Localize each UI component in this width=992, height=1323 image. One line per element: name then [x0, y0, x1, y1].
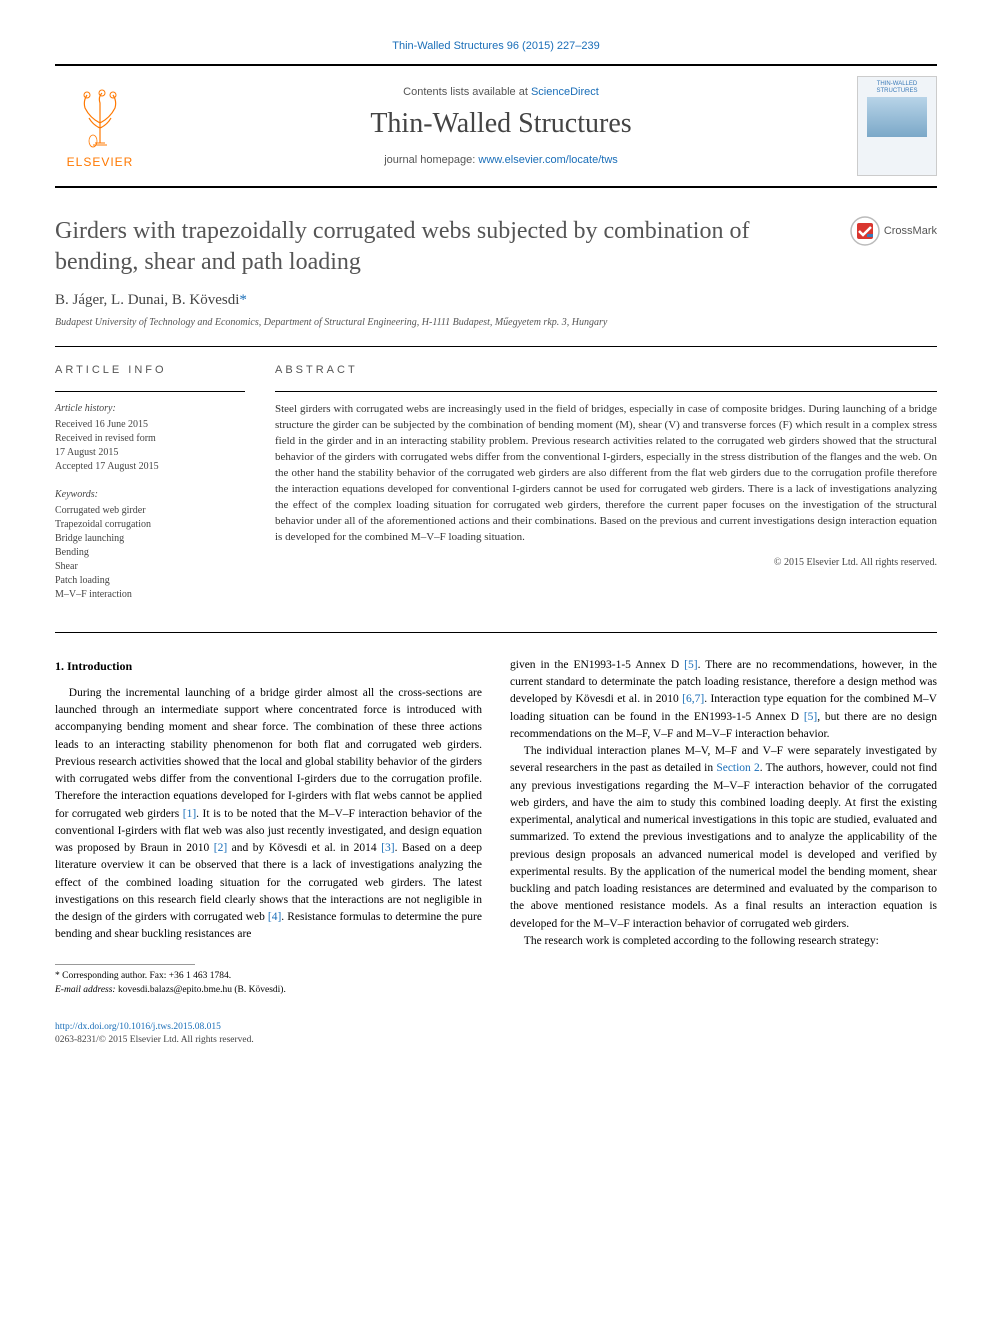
abstract-heading: ABSTRACT [275, 363, 937, 379]
issn-line: 0263-8231/© 2015 Elsevier Ltd. All right… [55, 1034, 482, 1047]
elsevier-logo: ELSEVIER [55, 76, 145, 176]
intro-paragraph-2: The individual interaction planes M–V, M… [510, 743, 937, 933]
keyword: Bending [55, 546, 245, 560]
body-columns: 1. Introduction During the incremental l… [55, 657, 937, 1048]
cite-1[interactable]: [1] [183, 808, 196, 820]
title-row: Girders with trapezoidally corrugated we… [55, 216, 937, 278]
abstract-text: Steel girders with corrugated webs are i… [275, 402, 937, 545]
affiliation: Budapest University of Technology and Ec… [55, 317, 937, 328]
cover-image [867, 97, 927, 137]
section-2-link[interactable]: Section 2 [716, 762, 759, 774]
intro-paragraph-1: During the incremental launching of a br… [55, 685, 482, 944]
right-column: given in the EN1993-1-5 Annex D [5]. The… [510, 657, 937, 1048]
journal-header: ELSEVIER Contents lists available at Sci… [55, 64, 937, 188]
cite-5b[interactable]: [5] [804, 711, 817, 723]
keywords-block: Keywords: Corrugated web girder Trapezoi… [55, 488, 245, 602]
crossmark-icon [850, 216, 880, 246]
homepage-prefix: journal homepage: [384, 154, 478, 166]
info-abstract-row: ARTICLE INFO Article history: Received 1… [55, 347, 937, 631]
cite-5[interactable]: [5] [684, 659, 697, 671]
homepage-link[interactable]: www.elsevier.com/locate/tws [478, 154, 617, 166]
elsevier-tree-icon [65, 83, 135, 153]
author-note: * Corresponding author. Fax: +36 1 463 1… [55, 969, 482, 998]
citation-header: Thin-Walled Structures 96 (2015) 227–239 [55, 40, 937, 52]
contents-line: Contents lists available at ScienceDirec… [145, 86, 857, 98]
section-1-heading: 1. Introduction [55, 657, 482, 675]
cite-3[interactable]: [3] [381, 842, 394, 854]
journal-cover: THIN-WALLED STRUCTURES [857, 76, 937, 176]
received-date: Received 16 June 2015 [55, 418, 245, 432]
corresponding-author-note: * Corresponding author. Fax: +36 1 463 1… [55, 969, 482, 983]
doi-link[interactable]: http://dx.doi.org/10.1016/j.tws.2015.08.… [55, 1021, 482, 1034]
cite-4[interactable]: [4] [268, 911, 281, 923]
abstract: ABSTRACT Steel girders with corrugated w… [275, 363, 937, 615]
email-line: E-mail address: kovesdi.balazs@epito.bme… [55, 983, 482, 997]
journal-name: Thin-Walled Structures [145, 108, 857, 140]
article-title: Girders with trapezoidally corrugated we… [55, 216, 850, 278]
keyword: Bridge launching [55, 532, 245, 546]
cite-2[interactable]: [2] [214, 842, 227, 854]
email-link[interactable]: kovesdi.balazs@epito.bme.hu [118, 985, 232, 995]
history-label: Article history: [55, 402, 245, 416]
footer-meta: http://dx.doi.org/10.1016/j.tws.2015.08.… [55, 1021, 482, 1048]
homepage-line: journal homepage: www.elsevier.com/locat… [145, 154, 857, 166]
crossmark-text: CrossMark [884, 225, 937, 237]
keyword: Corrugated web girder [55, 504, 245, 518]
divider-bottom [55, 632, 937, 633]
keyword: M–V–F interaction [55, 588, 245, 602]
cover-title-2: STRUCTURES [876, 88, 917, 95]
contents-prefix: Contents lists available at [403, 86, 531, 98]
elsevier-text: ELSEVIER [67, 155, 134, 169]
author-names: B. Jáger, L. Dunai, B. Kövesdi [55, 292, 239, 308]
abstract-copyright: © 2015 Elsevier Ltd. All rights reserved… [275, 556, 937, 571]
keyword: Patch loading [55, 574, 245, 588]
crossmark-badge[interactable]: CrossMark [850, 216, 937, 246]
revised-line1: Received in revised form [55, 432, 245, 446]
intro-paragraph-1-cont: given in the EN1993-1-5 Annex D [5]. The… [510, 657, 937, 743]
header-center: Contents lists available at ScienceDirec… [145, 86, 857, 166]
cite-6-7[interactable]: [6,7] [682, 693, 704, 705]
footnote-divider [55, 964, 195, 965]
keyword: Shear [55, 560, 245, 574]
cover-title-1: THIN-WALLED [877, 81, 917, 88]
corresponding-marker: * [239, 292, 247, 308]
left-column: 1. Introduction During the incremental l… [55, 657, 482, 1048]
article-info: ARTICLE INFO Article history: Received 1… [55, 363, 245, 615]
sciencedirect-link[interactable]: ScienceDirect [531, 86, 599, 98]
keyword: Trapezoidal corrugation [55, 518, 245, 532]
intro-paragraph-3: The research work is completed according… [510, 933, 937, 950]
info-heading: ARTICLE INFO [55, 363, 245, 378]
authors: B. Jáger, L. Dunai, B. Kövesdi* [55, 292, 937, 309]
keywords-label: Keywords: [55, 488, 245, 502]
accepted-date: Accepted 17 August 2015 [55, 460, 245, 474]
article-history: Article history: Received 16 June 2015 R… [55, 402, 245, 474]
revised-line2: 17 August 2015 [55, 446, 245, 460]
